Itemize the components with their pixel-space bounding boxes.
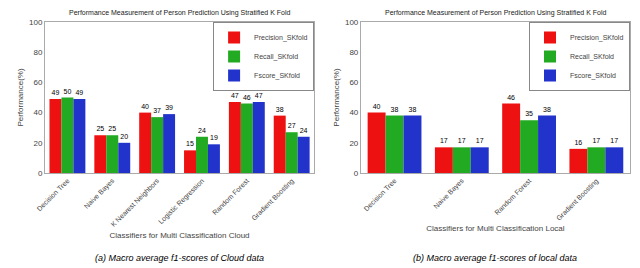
- svg-text:49: 49: [52, 89, 60, 96]
- svg-text:0: 0: [354, 169, 359, 178]
- svg-text:60: 60: [349, 78, 358, 87]
- svg-text:Logistic Regression: Logistic Regression: [157, 177, 206, 226]
- svg-text:17: 17: [440, 137, 448, 144]
- svg-text:25: 25: [96, 125, 104, 132]
- svg-text:37: 37: [153, 107, 161, 114]
- svg-text:Performance(%): Performance(%): [16, 68, 25, 127]
- svg-text:40: 40: [373, 103, 381, 110]
- svg-text:17: 17: [458, 137, 466, 144]
- svg-text:17: 17: [610, 137, 618, 144]
- svg-text:20: 20: [33, 139, 42, 148]
- svg-text:20: 20: [120, 133, 128, 140]
- svg-text:Performance Measurement of Per: Performance Measurement of Person Predic…: [385, 9, 606, 17]
- svg-text:Gradient Boosting: Gradient Boosting: [250, 177, 295, 222]
- svg-text:Naive Bayes: Naive Bayes: [83, 177, 117, 211]
- svg-text:40: 40: [141, 103, 149, 110]
- svg-text:Random Forest: Random Forest: [211, 177, 250, 216]
- svg-text:80: 80: [349, 48, 358, 57]
- svg-text:60: 60: [33, 78, 42, 87]
- svg-text:38: 38: [276, 106, 284, 113]
- svg-text:100: 100: [29, 18, 43, 27]
- svg-text:Gradient Boosting: Gradient Boosting: [555, 177, 600, 222]
- svg-text:40: 40: [33, 108, 42, 117]
- svg-text:35: 35: [525, 110, 533, 117]
- svg-text:17: 17: [476, 137, 484, 144]
- svg-text:20: 20: [349, 139, 358, 148]
- svg-text:38: 38: [409, 106, 417, 113]
- svg-text:Decision Tree: Decision Tree: [363, 177, 398, 212]
- svg-text:40: 40: [349, 108, 358, 117]
- svg-text:38: 38: [543, 106, 551, 113]
- svg-text:46: 46: [507, 94, 515, 101]
- svg-text:39: 39: [165, 104, 173, 111]
- svg-text:0: 0: [38, 169, 43, 178]
- svg-text:(a) Macro average f1-scores of: (a) Macro average f1-scores of Cloud dat…: [95, 253, 264, 263]
- svg-text:Decision Tree: Decision Tree: [35, 177, 70, 212]
- svg-text:19: 19: [210, 134, 218, 141]
- svg-text:Performance Measurement of Per: Performance Measurement of Person Predic…: [69, 9, 290, 17]
- svg-text:50: 50: [63, 88, 71, 95]
- svg-text:Fscore_SKfold: Fscore_SKfold: [570, 72, 616, 80]
- svg-text:47: 47: [255, 92, 263, 99]
- svg-text:Recall_SKfold: Recall_SKfold: [254, 53, 298, 61]
- svg-text:38: 38: [391, 106, 399, 113]
- svg-text:K Nearest Neighbors: K Nearest Neighbors: [109, 177, 161, 229]
- svg-text:15: 15: [186, 140, 194, 147]
- svg-text:80: 80: [33, 48, 42, 57]
- svg-text:Fscore_SKfold: Fscore_SKfold: [254, 72, 300, 80]
- svg-text:Precision_SKfold: Precision_SKfold: [254, 34, 307, 42]
- svg-text:Classifiers for Multi Classifi: Classifiers for Multi Classification Loc…: [426, 224, 564, 233]
- svg-text:49: 49: [75, 89, 83, 96]
- svg-text:46: 46: [243, 94, 251, 101]
- svg-text:24: 24: [198, 127, 206, 134]
- svg-text:Precision_SKfold: Precision_SKfold: [570, 34, 623, 42]
- svg-text:Classifiers for Multi Classifi: Classifiers for Multi Classification Clo…: [110, 231, 250, 240]
- svg-text:Recall_SKfold: Recall_SKfold: [570, 53, 614, 61]
- svg-text:16: 16: [574, 139, 582, 146]
- svg-text:Naive Bayes: Naive Bayes: [432, 177, 466, 211]
- svg-text:(b) Macro average f1-scores of: (b) Macro average f1-scores of local dat…: [413, 253, 577, 263]
- svg-text:25: 25: [108, 125, 116, 132]
- svg-text:Performance(%): Performance(%): [332, 68, 341, 127]
- svg-text:100: 100: [345, 18, 359, 27]
- svg-text:24: 24: [300, 127, 308, 134]
- svg-text:27: 27: [288, 122, 296, 129]
- svg-text:47: 47: [231, 92, 239, 99]
- svg-text:Random Forest: Random Forest: [493, 177, 532, 216]
- svg-text:17: 17: [592, 137, 600, 144]
